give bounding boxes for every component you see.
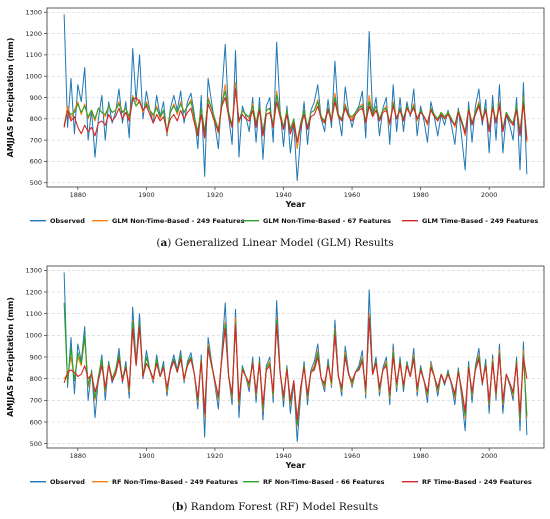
y-tick-label: 900 xyxy=(30,353,42,361)
y-tick-label: 1200 xyxy=(25,30,42,38)
legend-label: RF Non-Time-Based - 249 Features xyxy=(112,478,238,486)
x-tick-label: 1880 xyxy=(70,452,87,460)
x-axis-label: Year xyxy=(285,461,306,470)
x-axis-label: Year xyxy=(285,200,306,209)
x-tick-label: 1920 xyxy=(207,191,224,199)
y-axis-label: AMJJAS Precipitation (mm) xyxy=(6,297,15,417)
legend-label: Observed xyxy=(50,478,85,486)
caption-label: a xyxy=(160,237,167,249)
legend-label: Observed xyxy=(50,217,85,225)
y-tick-label: 1000 xyxy=(25,332,42,340)
x-tick-label: 1980 xyxy=(412,191,429,199)
x-tick-label: 1920 xyxy=(207,452,224,460)
y-tick-label: 1300 xyxy=(25,267,42,275)
figure-caption: (b) Random Forest (RF) Model Results xyxy=(172,501,378,513)
legend-label: GLM Non-Time-Based - 249 Features xyxy=(112,217,245,225)
plot-frame xyxy=(46,7,545,188)
y-tick-label: 1300 xyxy=(25,9,42,17)
y-axis-label: AMJJAS Precipitation (mm) xyxy=(6,38,15,158)
y-tick-label: 700 xyxy=(30,397,42,405)
y-tick-label: 800 xyxy=(30,115,42,123)
x-tick-label: 1980 xyxy=(412,452,429,460)
caption-text: Generalized Linear Model (GLM) Results xyxy=(175,237,394,249)
x-tick-label: 1940 xyxy=(275,452,292,460)
legend-label: GLM Time-Based - 249 Features xyxy=(422,217,538,225)
x-tick-label: 1900 xyxy=(138,452,155,460)
x-tick-label: 2000 xyxy=(481,452,498,460)
y-tick-label: 1100 xyxy=(25,51,42,59)
plot-frame xyxy=(46,265,545,449)
x-tick-label: 1940 xyxy=(275,191,292,199)
caption-label: b xyxy=(176,501,183,513)
chart-panel-a: 500 600 700 800 900 1000 1100 1200 1300 1880 1900 1… xyxy=(6,7,545,249)
y-tick-label: 1000 xyxy=(25,72,42,80)
series-line-glm-time-based-249-features xyxy=(63,88,528,143)
x-tick-label: 1960 xyxy=(344,452,361,460)
caption-paren-close: ) xyxy=(183,501,190,513)
y-tick-label: 500 xyxy=(30,440,42,448)
y-tick-label: 1200 xyxy=(25,288,42,296)
legend-label: GLM Non-Time-Based - 67 Features xyxy=(263,217,391,225)
x-tick-label: 1880 xyxy=(70,191,87,199)
y-tick-label: 600 xyxy=(30,418,42,426)
y-tick-label: 1100 xyxy=(25,310,42,318)
caption-paren-close: ) xyxy=(167,237,174,249)
y-tick-label: 800 xyxy=(30,375,42,383)
figure-caption: (a) Generalized Linear Model (GLM) Resul… xyxy=(156,237,393,249)
x-tick-label: 1960 xyxy=(344,191,361,199)
y-tick-label: 600 xyxy=(30,158,42,166)
legend-label: RF Non-Time-Based - 66 Features xyxy=(263,478,385,486)
caption-text: Random Forest (RF) Model Results xyxy=(191,501,378,513)
y-tick-label: 700 xyxy=(30,136,42,144)
y-tick-label: 900 xyxy=(30,94,42,102)
x-tick-label: 2000 xyxy=(481,191,498,199)
series-line-rf-time-based-249-features xyxy=(63,317,528,421)
legend: Observed GLM Non-Time-Based - 249 Feature… xyxy=(30,217,538,225)
y-tick-label: 500 xyxy=(30,179,42,187)
x-tick-label: 1900 xyxy=(138,191,155,199)
legend: Observed RF Non-Time-Based - 249 Features… xyxy=(30,478,532,486)
legend-label: RF Time-Based - 249 Features xyxy=(422,478,532,486)
caption-paren-open: ( xyxy=(156,237,160,249)
caption-paren-open: ( xyxy=(172,501,176,513)
chart-panel-b: 500 600 700 800 900 1000 1100 1200 1300 1880 1900 1… xyxy=(6,265,545,513)
